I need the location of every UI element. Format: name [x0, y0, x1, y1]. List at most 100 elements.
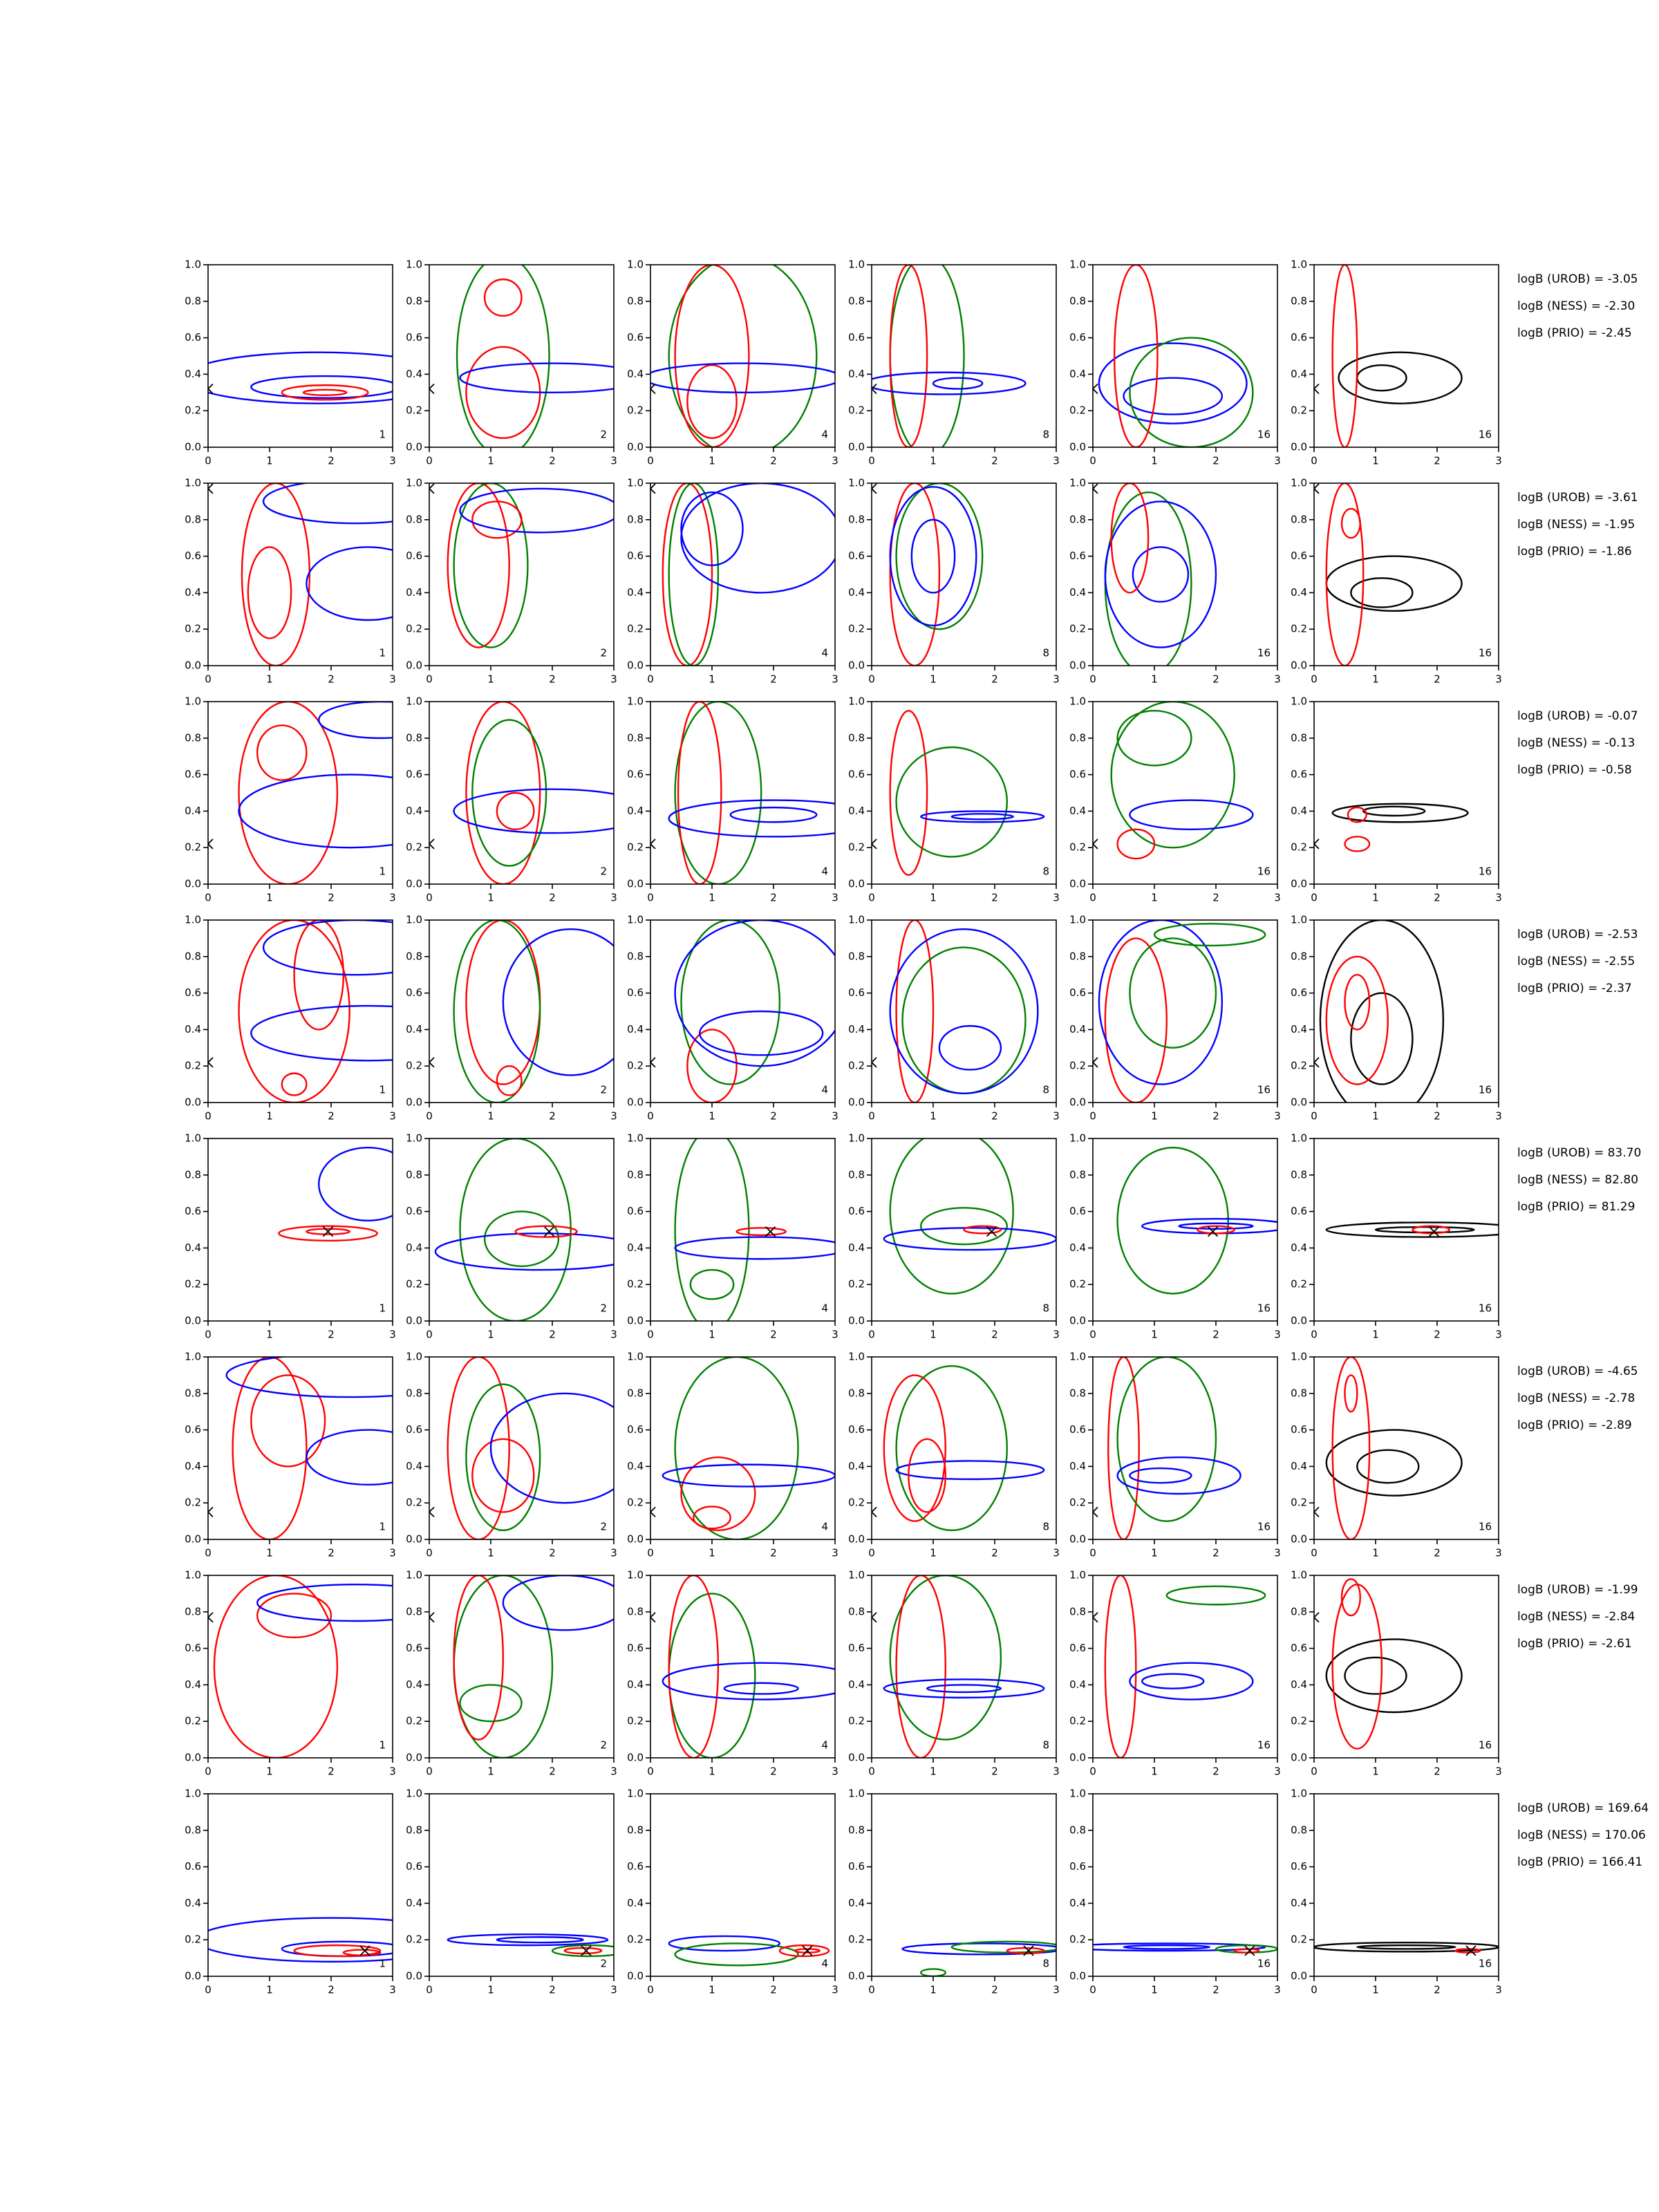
contour	[1325, 1221, 1499, 1238]
axes-frame	[871, 1793, 1057, 1977]
x-tick-label: 1	[1151, 1984, 1158, 1996]
axes-frame	[207, 264, 393, 448]
x-tick-label: 3	[389, 1984, 396, 1996]
panel-label: 16	[1257, 1084, 1271, 1096]
contour	[1110, 483, 1150, 594]
x-tick-label: 3	[1053, 455, 1060, 467]
x-tick-label: 0	[205, 455, 212, 467]
axes-frame	[1313, 1793, 1499, 1977]
axes-frame	[871, 482, 1057, 666]
y-tick-label: 0.4	[1069, 805, 1086, 817]
contour	[674, 920, 835, 1067]
contour	[1123, 1944, 1211, 1950]
contour	[306, 546, 393, 621]
x-tick-label: 0	[426, 1765, 433, 1778]
panel: 0 1 2 3 0.0 0.2 0.4 0.6 0.8 1.0 8	[848, 259, 1060, 467]
y-tick-label: 0.8	[1291, 1168, 1307, 1181]
contour	[674, 1357, 799, 1539]
y-tick-label: 0.6	[848, 986, 865, 999]
x-tick-label: 2	[770, 1110, 777, 1123]
x-tick-label: 0	[647, 673, 654, 686]
x-tick-label: 0	[1311, 673, 1318, 686]
y-tick-label: 0.4	[848, 1023, 865, 1035]
y-tick-label: 0.8	[1069, 731, 1086, 744]
panel-label: 16	[1479, 865, 1492, 878]
truth-marker	[872, 838, 877, 850]
truth-marker	[429, 483, 435, 494]
y-tick-label: 1.0	[1291, 695, 1307, 708]
y-tick-label: 0.8	[627, 1387, 644, 1399]
y-tick-label: 0.6	[627, 768, 644, 780]
y-tick-label: 0.6	[185, 986, 201, 999]
x-tick-label: 2	[770, 673, 777, 686]
x-tick-label: 3	[1495, 1984, 1502, 1996]
y-tick-label: 0.6	[1069, 1205, 1086, 1217]
contour	[447, 1933, 609, 1947]
y-tick-label: 0.6	[185, 331, 201, 344]
panel: 0 1 2 3 0.0 0.2 0.4 0.6 0.8 1.0 16	[1069, 477, 1281, 686]
x-tick-label: 2	[549, 1547, 556, 1559]
y-tick-label: 0.6	[627, 550, 644, 562]
truth-marker	[872, 1612, 877, 1623]
contour	[778, 1944, 830, 1958]
panel: 0 1 2 3 0.0 0.2 0.4 0.6 0.8 1.0 8	[848, 1788, 1060, 1996]
contour	[680, 491, 744, 567]
stat-label: logB (NESS) = -2.84	[1517, 1610, 1635, 1624]
plot-area	[208, 351, 393, 404]
truth-marker	[208, 483, 214, 494]
y-tick-label: 0.6	[848, 1860, 865, 1873]
y-tick-label: 0.6	[848, 1423, 865, 1436]
x-tick-label: 2	[991, 1765, 998, 1778]
axes-frame	[207, 1793, 393, 1977]
x-tick-label: 2	[549, 1765, 556, 1778]
y-tick-label: 0.8	[185, 731, 201, 744]
y-tick-label: 0.6	[848, 331, 865, 344]
x-tick-label: 0	[426, 455, 433, 467]
x-tick-label: 2	[1434, 1329, 1441, 1341]
y-tick-label: 0.0	[627, 1970, 644, 1983]
panel: 0 1 2 3 0.0 0.2 0.4 0.6 0.8 1.0 4	[627, 695, 838, 904]
stat-label: logB (PRIO) = -0.58	[1517, 763, 1632, 777]
plot-area	[208, 920, 393, 1103]
panel: 0 1 2 3 0.0 0.2 0.4 0.6 0.8 1.0 2	[406, 1788, 617, 1996]
contour	[238, 920, 350, 1103]
plot-area	[208, 702, 393, 884]
x-tick-label: 0	[205, 1110, 212, 1123]
contour	[729, 806, 818, 823]
panel: 0 1 2 3 0.0 0.2 0.4 0.6 0.8 1.0 2	[406, 259, 617, 467]
y-tick-label: 1.0	[627, 695, 644, 708]
y-tick-label: 1.0	[848, 1788, 865, 1800]
plot-area	[1325, 1221, 1499, 1238]
x-tick-label: 1	[930, 1329, 937, 1341]
y-tick-label: 0.8	[406, 950, 422, 962]
contour	[471, 500, 523, 539]
contour	[1006, 1947, 1045, 1955]
contour	[1340, 1578, 1361, 1617]
x-tick-label: 3	[389, 1547, 396, 1559]
panel-label: 4	[821, 647, 828, 659]
x-tick-label: 1	[487, 673, 494, 686]
contour	[563, 1947, 603, 1955]
y-tick-label: 0.4	[406, 1241, 422, 1254]
axes-frame	[429, 919, 615, 1103]
y-tick-label: 1.0	[1069, 914, 1086, 926]
y-tick-label: 0.2	[406, 1060, 422, 1072]
y-tick-label: 0.2	[185, 623, 201, 635]
y-tick-label: 1.0	[406, 259, 422, 271]
y-tick-label: 0.2	[1291, 1715, 1307, 1727]
panel: 0 1 2 3 0.0 0.2 0.4 0.6 0.8 1.0 4	[627, 914, 838, 1123]
panel-label: 8	[1042, 647, 1049, 659]
x-tick-label: 2	[1434, 1984, 1441, 1996]
axes-frame	[650, 1793, 836, 1977]
plot-area	[1314, 1357, 1463, 1539]
x-tick-label: 3	[832, 1765, 838, 1778]
x-tick-label: 0	[1089, 673, 1096, 686]
contour	[1129, 937, 1217, 1049]
y-tick-label: 0.0	[1291, 1096, 1307, 1109]
plot-area	[1093, 702, 1254, 860]
contour	[735, 1227, 787, 1237]
y-tick-label: 0.4	[627, 1460, 644, 1472]
y-tick-label: 0.6	[627, 1860, 644, 1873]
truth-marker	[1093, 1057, 1098, 1068]
